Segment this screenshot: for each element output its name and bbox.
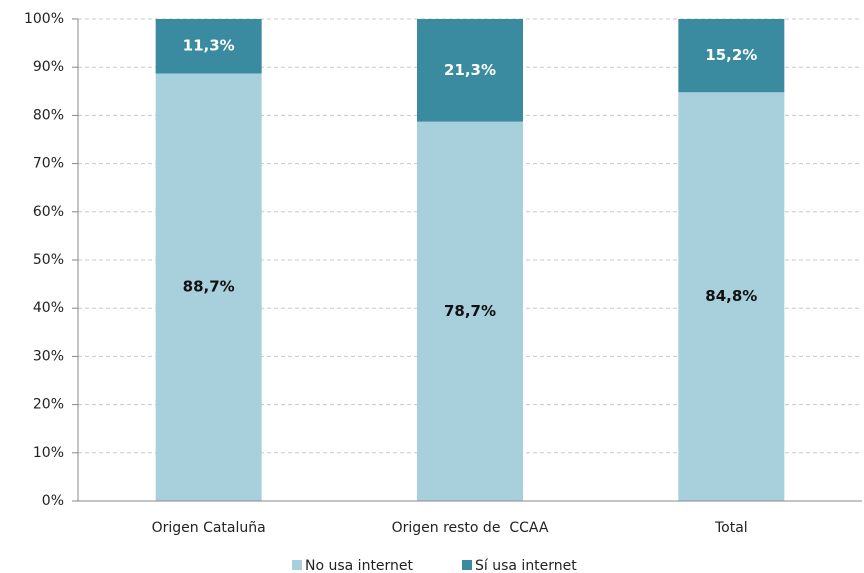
y-tick-label: 50% [33,252,64,268]
value-label: 11,3% [183,37,235,55]
bar-segment [417,19,523,122]
bar-segment [678,92,785,501]
bar-segment [417,121,523,501]
y-tick-label: 0% [42,493,64,509]
y-tick-label: 70% [33,156,64,172]
bar-segment [155,19,262,74]
value-label: 84,8% [705,287,757,305]
legend-swatch [462,560,472,570]
y-tick-label: 10% [33,445,64,461]
y-tick-label: 60% [33,204,64,220]
y-tick-label: 90% [33,59,64,75]
bar-segment [678,19,785,93]
bar-segment [155,73,262,501]
legend-label: Sí usa internet [475,558,577,573]
x-tick-label: Origen Cataluña [152,520,266,536]
y-tick-label: 80% [33,107,64,123]
y-tick-label: 100% [24,11,64,27]
legend-swatch [292,560,302,570]
y-tick-label: 20% [33,397,64,413]
x-tick-label: Total [714,520,748,536]
x-tick-label: Origen resto de CCAA [392,520,549,536]
value-label: 78,7% [444,302,496,320]
value-label: 88,7% [183,278,235,296]
y-tick-label: 30% [33,348,64,364]
value-label: 21,3% [444,61,496,79]
y-tick-label: 40% [33,300,64,316]
legend-label: No usa internet [305,558,414,573]
value-label: 15,2% [705,46,757,64]
